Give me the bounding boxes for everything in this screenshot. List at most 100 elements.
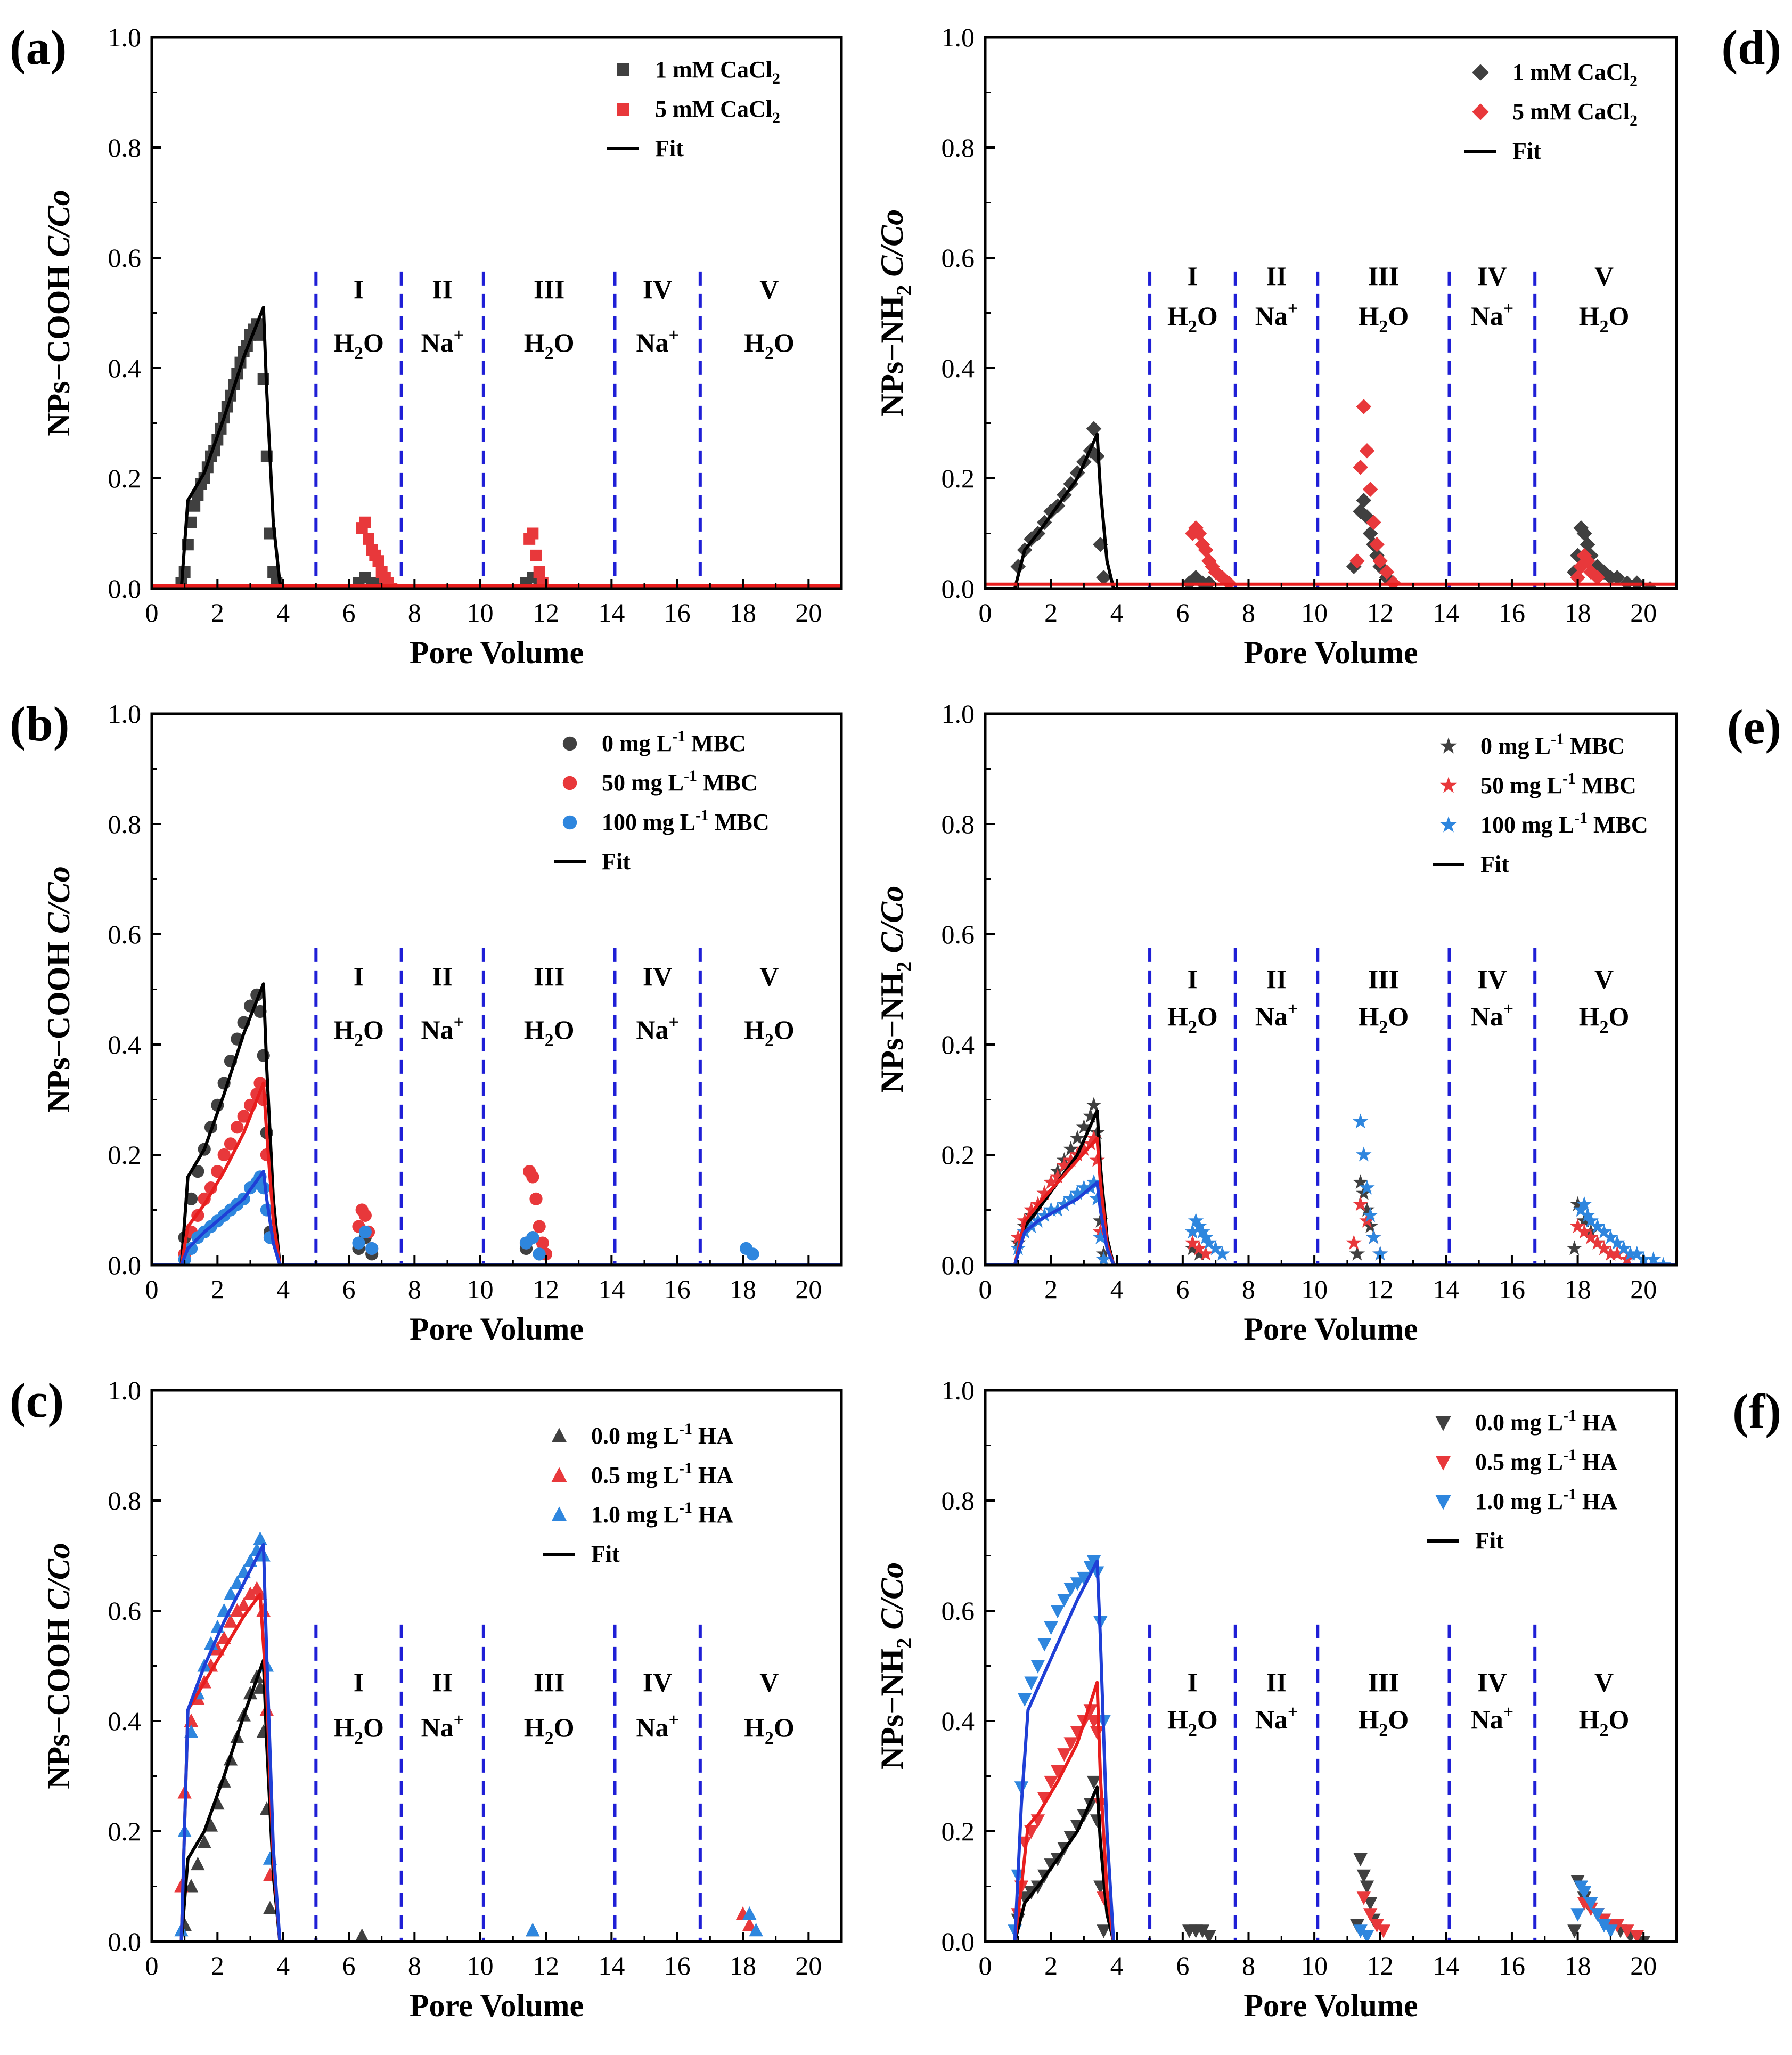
legend-label: 1 mM CaCl2: [1512, 59, 1638, 90]
x-tick-label: 16: [1499, 598, 1525, 627]
data-point: [1603, 1924, 1618, 1938]
region-numeral: II: [1266, 1667, 1287, 1697]
x-tick-label: 18: [1565, 598, 1591, 627]
data-point: [184, 1879, 199, 1893]
series-2: [1185, 399, 1605, 589]
region-solution: H2O: [333, 1712, 384, 1748]
region-solution: H2O: [1358, 1001, 1409, 1037]
x-tick-label: 8: [408, 1951, 421, 1980]
fit-line: [152, 1081, 841, 1265]
data-point: [1365, 1229, 1381, 1244]
data-point: [1077, 1571, 1091, 1586]
data-point: [231, 1121, 244, 1134]
region-solution: Na+: [1255, 299, 1298, 331]
data-point: [1063, 1190, 1079, 1206]
data-point: [1036, 1185, 1052, 1200]
y-tick-label: 1.0: [108, 699, 142, 729]
legend-label: 0 mg L-1 MBC: [1480, 730, 1625, 759]
data-point: [224, 1137, 238, 1151]
data-point: [1043, 1202, 1059, 1217]
region-solution: Na+: [1471, 1702, 1513, 1734]
plot-area: [985, 1097, 1676, 1265]
series-1: [177, 1669, 540, 1942]
region-solution: Na+: [421, 1710, 464, 1742]
x-tick-label: 18: [1565, 1951, 1591, 1980]
data-point: [1362, 482, 1378, 497]
data-point: [1024, 1676, 1038, 1690]
legend-label: Fit: [602, 849, 631, 875]
data-point: [1069, 1130, 1085, 1145]
data-point: [365, 1242, 379, 1255]
fit-line: [985, 1180, 1676, 1265]
data-point: [1353, 1196, 1369, 1211]
data-point: [1201, 1235, 1217, 1250]
legend: 0.0 mg L-1 HA 0.5 mg L-1 HA 1.0 mg L-1 HA F…: [1427, 1407, 1617, 1554]
x-tick-label: 6: [1176, 1274, 1189, 1304]
fit-line: [152, 1170, 841, 1265]
data-point: [1590, 1908, 1605, 1922]
data-point: [1622, 1245, 1639, 1261]
region-solution: Na+: [636, 325, 678, 357]
x-tick-label: 4: [276, 1951, 290, 1980]
data-point: [742, 1906, 757, 1920]
region-numeral: V: [1594, 964, 1614, 994]
data-point: [1590, 1235, 1606, 1250]
data-point: [1050, 1169, 1066, 1184]
data-point: [1359, 509, 1375, 525]
region-numeral: V: [1594, 261, 1614, 291]
x-tick-label: 2: [211, 598, 224, 627]
data-point: [1056, 1196, 1072, 1211]
data-point: [1356, 1146, 1372, 1162]
data-point: [536, 1236, 549, 1250]
region-numeral: I: [1188, 1667, 1198, 1697]
region-solution: Na+: [1255, 1702, 1298, 1734]
series-2: [356, 516, 549, 589]
region-solution: H2O: [744, 328, 795, 363]
y-tick-label: 1.0: [108, 22, 142, 52]
data-point: [1097, 1924, 1111, 1938]
x-tick-label: 2: [1044, 598, 1058, 627]
data-point: [1086, 1174, 1102, 1189]
chart-panel-6: (f) I H2O II Na+ III H2O IV Na+ V H2O 0 2 4 6 8 10 12 14 16…: [874, 1375, 1781, 2023]
plot-area: [152, 306, 841, 589]
region-solution: Na+: [636, 1710, 678, 1742]
fit-line: [152, 1659, 841, 1942]
data-point: [189, 500, 201, 512]
panel-letter: (d): [1722, 20, 1781, 75]
y-tick-label: 0.0: [942, 1250, 975, 1280]
region-numeral: I: [354, 961, 364, 991]
data-point: [1191, 1218, 1207, 1233]
legend-marker: [1435, 1495, 1451, 1510]
data-point: [1366, 515, 1381, 531]
legend-marker: [617, 103, 629, 116]
region-solution: Na+: [1255, 999, 1298, 1031]
data-point: [230, 1575, 244, 1589]
data-point: [1580, 1207, 1595, 1222]
plot-area: [152, 982, 841, 1265]
legend-label: 5 mM CaCl2: [655, 96, 780, 127]
x-tick-label: 8: [408, 1274, 421, 1304]
data-point: [191, 1856, 205, 1871]
x-tick-label: 20: [1630, 1951, 1657, 1980]
x-tick-label: 6: [1176, 1951, 1189, 1980]
y-axis-title: NPs−NH2 C/Co: [874, 1562, 916, 1769]
data-point: [1359, 1179, 1375, 1195]
region-solution: H2O: [524, 1015, 575, 1050]
x-axis-title: Pore Volume: [410, 635, 584, 670]
chart-panel-1: (a) I H2O II Na+ III H2O IV Na+ V H2O 0 2 4 6 8 10 12 14 16…: [10, 20, 843, 670]
data-point: [533, 1247, 546, 1261]
x-tick-label: 10: [467, 1274, 494, 1304]
legend-label: 100 mg L-1 MBC: [1480, 809, 1648, 838]
data-point: [1050, 1765, 1065, 1779]
y-tick-label: 0.0: [942, 1927, 975, 1956]
region-solution: Na+: [1471, 299, 1513, 331]
legend-marker: [1435, 1416, 1451, 1431]
y-tick-label: 0.8: [942, 809, 975, 839]
region-solution: H2O: [1579, 301, 1630, 337]
chart-panel-4: (d) I H2O II Na+ III H2O IV Na+ V H2O 0 2 4 6 8 10 12 14 16…: [874, 20, 1781, 670]
y-tick-label: 0.8: [108, 809, 142, 839]
data-point: [256, 1603, 271, 1617]
data-point: [1090, 1726, 1104, 1740]
data-point: [1076, 1141, 1092, 1156]
x-axis-title: Pore Volume: [1243, 1311, 1418, 1347]
